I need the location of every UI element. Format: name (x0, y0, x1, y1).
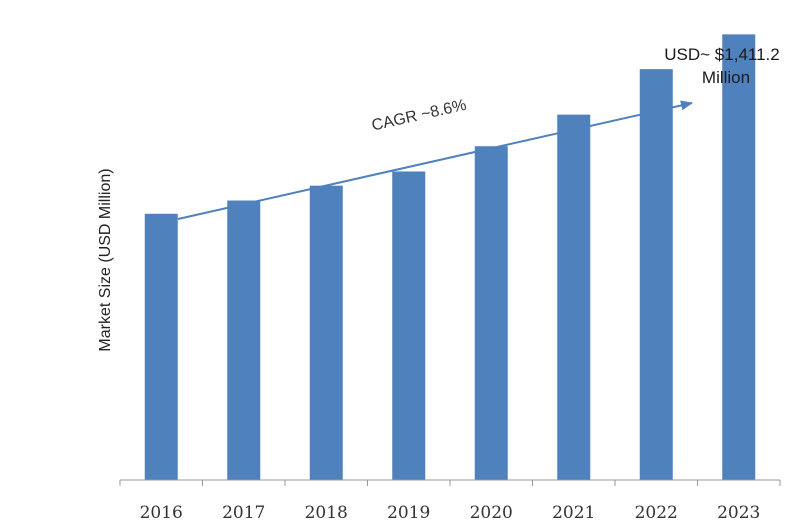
x-tick-label-2021: 2021 (552, 503, 595, 523)
y-axis-title: Market Size (USD Million) (97, 168, 114, 351)
bars-group (144, 34, 756, 481)
x-tick-label-2019: 2019 (387, 503, 430, 523)
bar-2022 (639, 69, 673, 480)
x-tick-label-2017: 2017 (222, 503, 265, 523)
x-tick-label-2023: 2023 (717, 503, 760, 523)
x-tick-label-2020: 2020 (470, 503, 513, 523)
cagr-label: CAGR ~8.6% (370, 97, 468, 135)
x-axis-ticks (119, 480, 781, 486)
x-tick-label-2022: 2022 (635, 503, 678, 523)
bar-2023 (722, 34, 756, 480)
bar-2018 (309, 185, 343, 480)
cagr-arrow (177, 100, 693, 220)
bar-2016 (144, 213, 178, 480)
last-value-label-line1: USD~ $1,411.2 (664, 45, 779, 64)
bar-2017 (227, 200, 261, 481)
x-axis-labels: 2016 2017 2018 2019 2020 2021 2022 2023 (140, 503, 761, 523)
x-tick-label-2016: 2016 (140, 503, 183, 523)
last-value-label-line2: Million (702, 68, 750, 87)
bar-2019 (392, 171, 426, 480)
bar-2021 (557, 114, 591, 480)
x-tick-label-2018: 2018 (305, 503, 348, 523)
bar-2020 (474, 146, 508, 481)
